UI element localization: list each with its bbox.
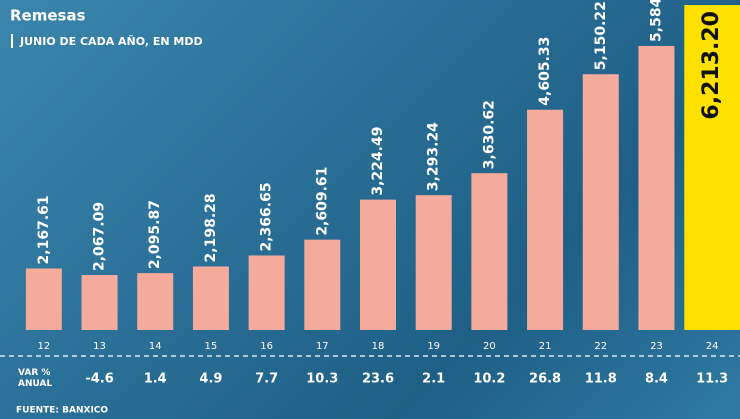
x-tick-label: 16 xyxy=(260,341,273,352)
var-value: 10.3 xyxy=(306,372,338,387)
bar xyxy=(360,200,396,330)
value-label: 4,605.33 xyxy=(537,37,553,106)
bar xyxy=(527,110,563,330)
chart-subtitle: JUNIO DE CADA AÑO, EN MDD xyxy=(19,35,203,48)
bar xyxy=(137,273,173,330)
x-tick-label: 24 xyxy=(706,341,719,352)
x-tick-label: 19 xyxy=(427,341,440,352)
x-tick-label: 21 xyxy=(539,341,552,352)
x-tick-label: 20 xyxy=(483,341,496,352)
var-value: 11.3 xyxy=(696,372,728,387)
value-label: 3,224.49 xyxy=(370,127,386,196)
bar xyxy=(304,240,340,330)
bar xyxy=(249,255,285,330)
source: FUENTE: BANXICO xyxy=(16,406,108,416)
bar xyxy=(638,46,674,330)
bar xyxy=(82,275,118,330)
x-tick-label: 23 xyxy=(650,341,663,352)
value-label: 3,630.62 xyxy=(481,100,497,169)
value-label: 5,150.22 xyxy=(593,1,609,70)
bar xyxy=(416,195,452,330)
page: Remesas JUNIO DE CADA AÑO, EN MDD FUENTE… xyxy=(0,0,740,419)
value-label: 2,167.61 xyxy=(36,195,52,264)
value-label: 3,293.24 xyxy=(426,122,442,191)
var-value: 1.4 xyxy=(144,372,167,387)
bar xyxy=(26,268,62,330)
x-tick-label: 14 xyxy=(149,341,162,352)
var-value: 2.1 xyxy=(422,372,445,387)
value-label: 2,609.61 xyxy=(314,167,330,236)
chart: Remesas JUNIO DE CADA AÑO, EN MDD FUENTE… xyxy=(0,0,740,419)
x-tick-label: 12 xyxy=(37,341,50,352)
var-value: 26.8 xyxy=(529,372,561,387)
x-tick-label: 15 xyxy=(205,341,218,352)
var-value: 7.7 xyxy=(255,372,278,387)
value-label: 2,366.65 xyxy=(259,182,275,251)
value-label: 2,095.87 xyxy=(147,200,163,269)
var-value: -4.6 xyxy=(85,372,113,387)
bar xyxy=(193,266,229,330)
x-tick-label: 18 xyxy=(372,341,385,352)
value-label: 2,067.09 xyxy=(92,202,108,271)
subtitle-rule xyxy=(11,34,13,48)
chart-title: Remesas xyxy=(10,7,86,25)
var-value: 11.8 xyxy=(585,372,617,387)
x-tick-label: 13 xyxy=(93,341,106,352)
var-value: 23.6 xyxy=(362,372,394,387)
value-label: 5,584.44 xyxy=(648,0,664,42)
var-value: 10.2 xyxy=(473,372,505,387)
var-value: 8.4 xyxy=(645,372,668,387)
x-tick-label: 17 xyxy=(316,341,329,352)
x-tick-label: 22 xyxy=(594,341,607,352)
bar xyxy=(583,74,619,330)
value-label: 2,198.28 xyxy=(203,193,219,262)
bar xyxy=(471,173,507,330)
var-value: 4.9 xyxy=(199,372,222,387)
value-label: 6,213.20 xyxy=(699,11,724,120)
var-label: VAR %ANUAL xyxy=(18,368,52,389)
